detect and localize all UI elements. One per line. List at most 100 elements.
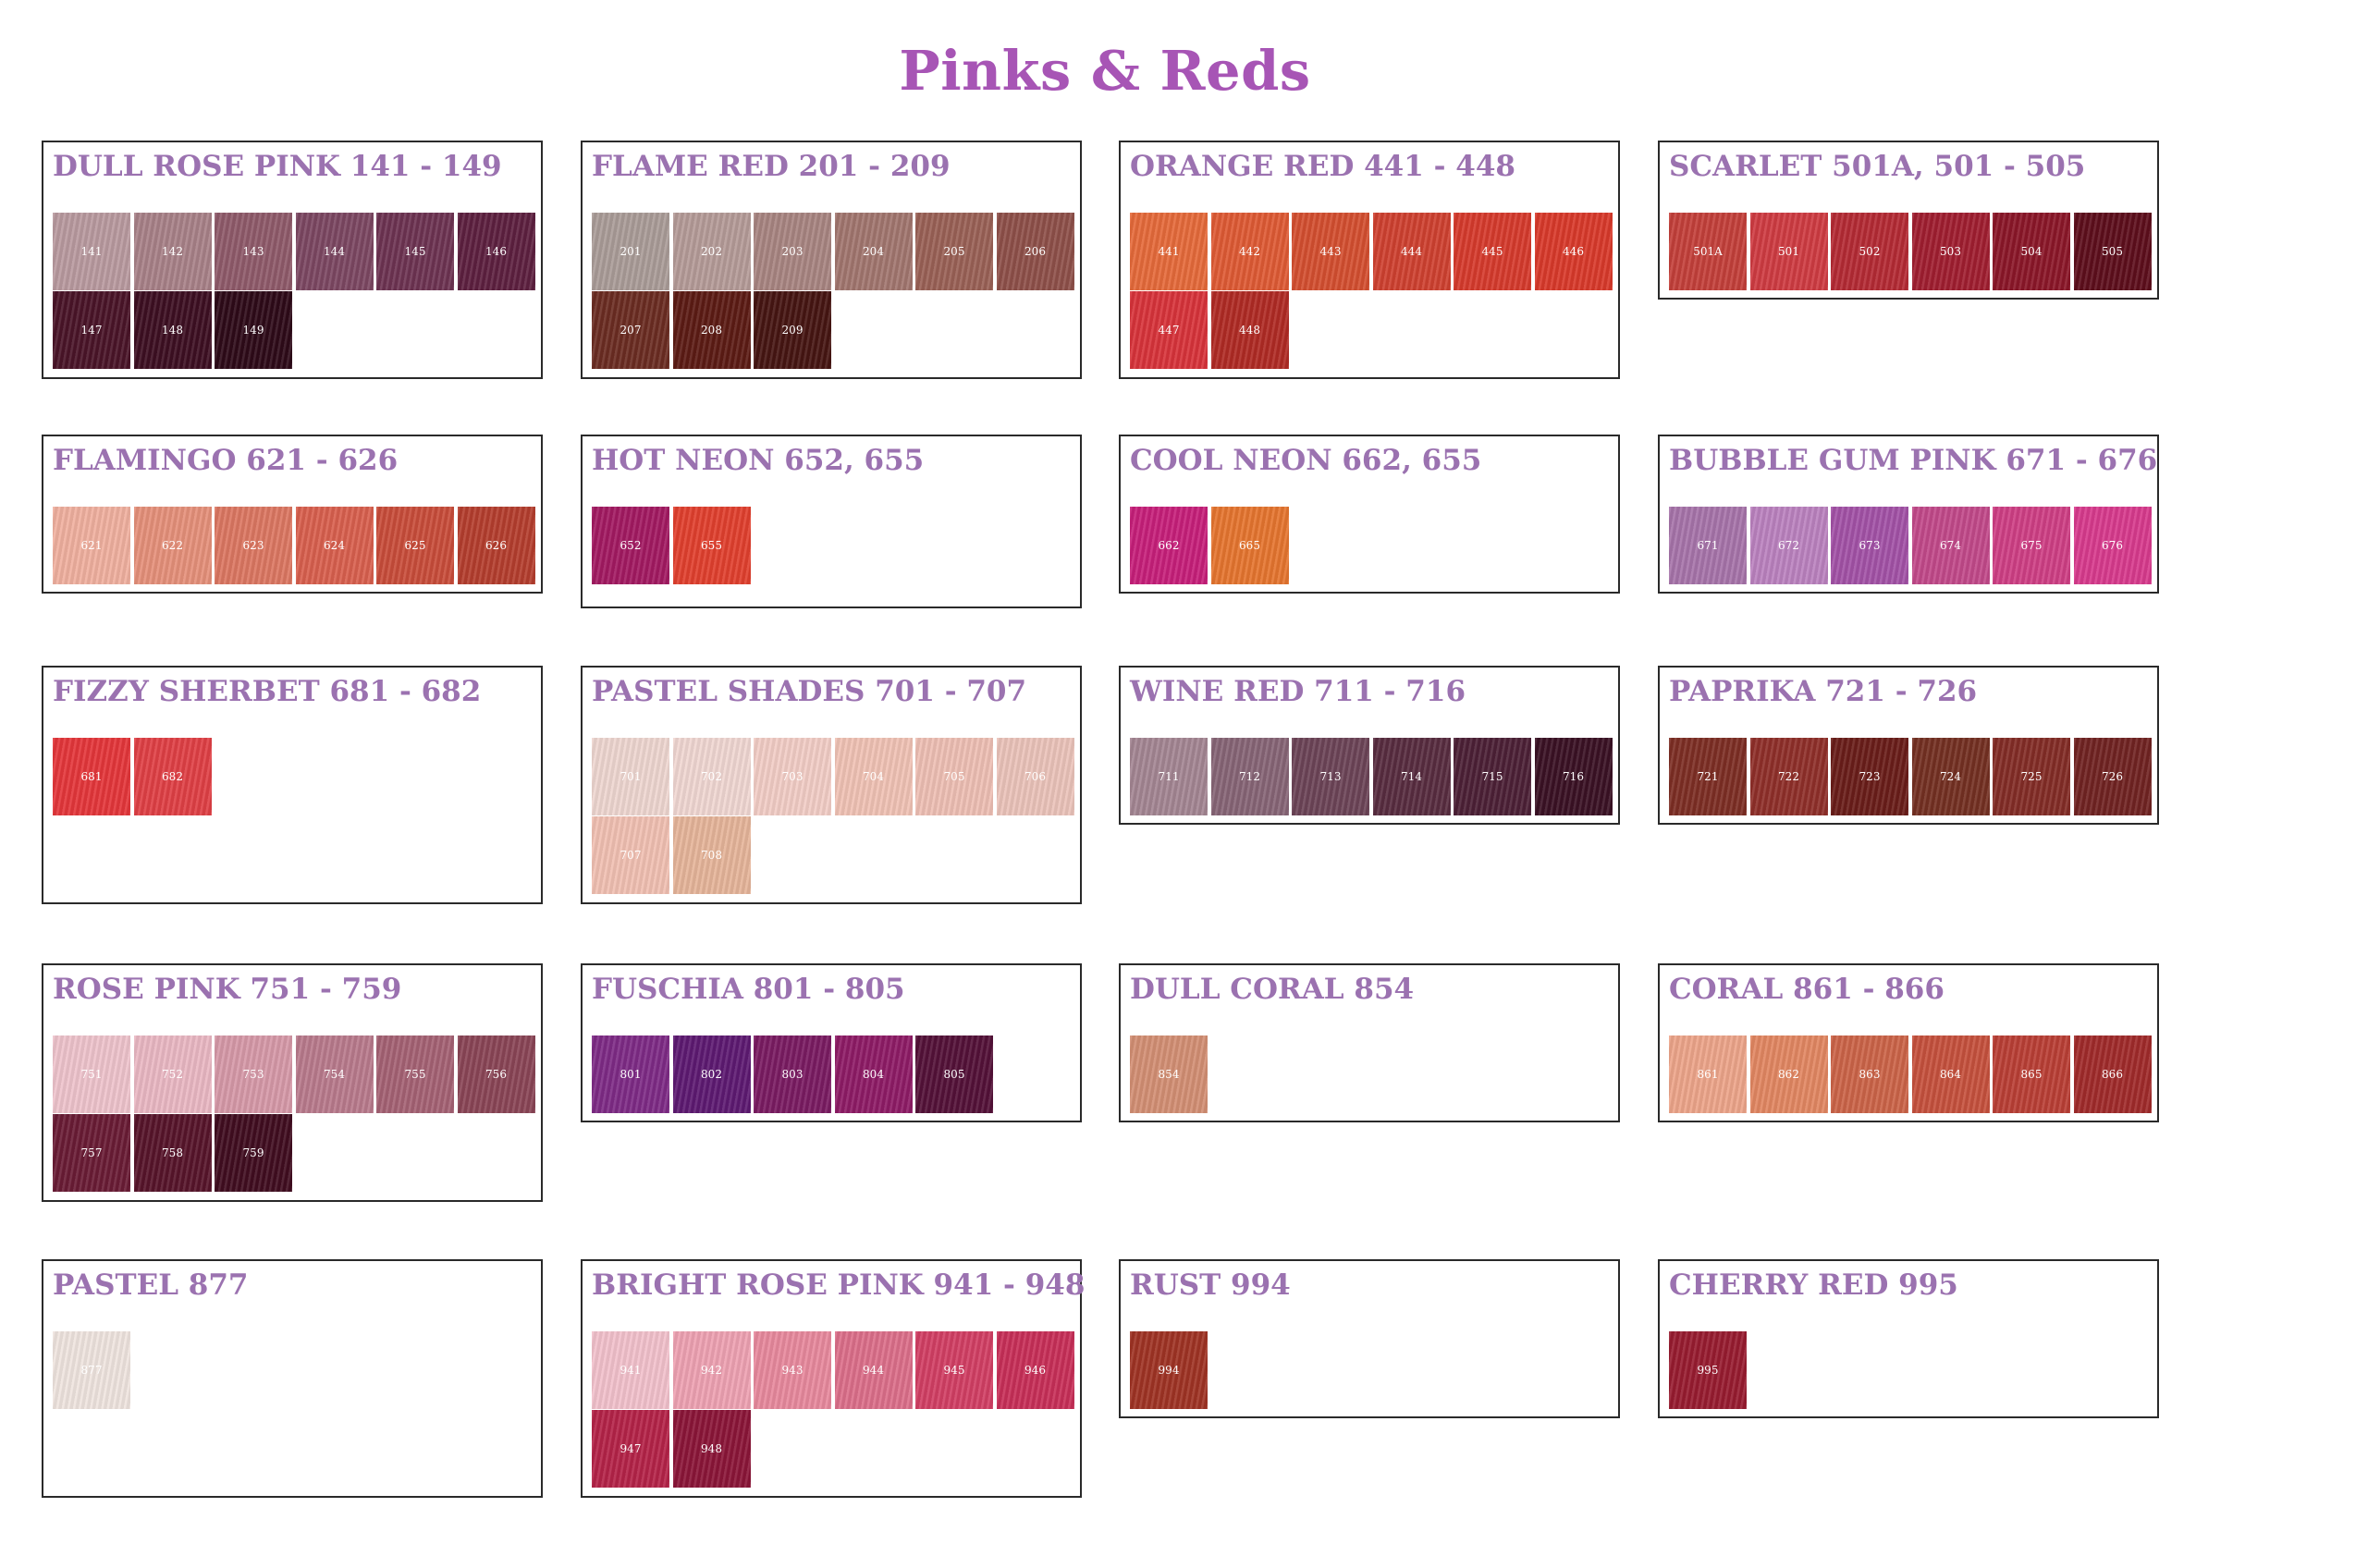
color-swatch: 944 [834, 1331, 913, 1409]
color-swatch: 146 [457, 213, 535, 290]
color-swatch: 941 [592, 1331, 669, 1409]
color-swatch: 206 [996, 213, 1074, 290]
card-title: WINE RED 711 - 716 [1130, 675, 1466, 708]
color-swatch: 209 [754, 291, 831, 369]
swatch-card: CHERRY RED 995 995 [1658, 1259, 2159, 1418]
color-swatch: 207 [592, 291, 669, 369]
color-swatch: 502 [1831, 213, 1908, 290]
swatch-card: COOL NEON 662, 655 662 665 [1119, 435, 1620, 594]
color-swatch: 721 [1669, 738, 1747, 815]
card-title: FLAME RED 201 - 209 [592, 150, 951, 183]
swatch-card: FUSCHIA 801 - 805 801 802 803 804 805 [581, 963, 1082, 1122]
color-swatch: 202 [672, 213, 751, 290]
card-title: CHERRY RED 995 [1669, 1268, 1958, 1302]
color-swatch: 621 [53, 507, 130, 584]
color-swatch: 863 [1831, 1035, 1908, 1113]
color-swatch: 724 [1911, 738, 1990, 815]
color-swatch: 626 [457, 507, 535, 584]
color-swatch: 624 [295, 507, 374, 584]
color-swatch: 142 [133, 213, 212, 290]
color-swatch: 501 [1749, 213, 1828, 290]
color-swatch: 665 [1210, 507, 1289, 584]
card-title: DULL CORAL 854 [1130, 973, 1415, 1006]
swatch-card: CORAL 861 - 866 861 862 863 864 865 866 [1658, 963, 2159, 1122]
swatch-card: BRIGHT ROSE PINK 941 - 948 941 942 943 944 94… [581, 1259, 1086, 1498]
color-swatch: 715 [1454, 738, 1531, 815]
color-swatch: 723 [1831, 738, 1908, 815]
card-title: CORAL 861 - 866 [1669, 973, 1944, 1006]
swatch-card: HOT NEON 652, 655 652 655 [581, 435, 1082, 608]
swatch-card: SCARLET 501A, 501 - 505 501A 501 502 503 504 5… [1658, 141, 2159, 300]
swatch-card: WINE RED 711 - 716 711 712 713 714 715 716 [1119, 666, 1620, 825]
color-swatch: 866 [2073, 1035, 2152, 1113]
color-swatch: 758 [133, 1114, 212, 1192]
card-title: HOT NEON 652, 655 [592, 444, 925, 477]
color-swatch: 802 [672, 1035, 751, 1113]
color-swatch: 865 [1993, 1035, 2070, 1113]
color-swatch: 995 [1669, 1331, 1747, 1409]
swatch-card: DULL CORAL 854 854 [1119, 963, 1620, 1122]
color-swatch: 714 [1372, 738, 1451, 815]
color-swatch: 208 [672, 291, 751, 369]
color-swatch: 705 [915, 738, 993, 815]
card-title: FIZZY SHERBET 681 - 682 [53, 675, 482, 708]
color-swatch: 943 [754, 1331, 831, 1409]
color-swatch: 676 [2073, 507, 2152, 584]
card-title: FLAMINGO 621 - 626 [53, 444, 399, 477]
color-swatch: 703 [754, 738, 831, 815]
color-swatch: 704 [834, 738, 913, 815]
swatch-card: RUST 994 994 [1119, 1259, 1620, 1418]
color-swatch: 652 [592, 507, 669, 584]
color-swatch: 204 [834, 213, 913, 290]
color-swatch: 716 [1534, 738, 1613, 815]
color-swatch: 754 [295, 1035, 374, 1113]
card-title: PAPRIKA 721 - 726 [1669, 675, 1978, 708]
card-title: PASTEL SHADES 701 - 707 [592, 675, 1027, 708]
color-swatch: 751 [53, 1035, 130, 1113]
color-swatch: 994 [1130, 1331, 1208, 1409]
color-swatch: 448 [1210, 291, 1289, 369]
swatch-card: PASTEL 877 877 [42, 1259, 543, 1498]
color-swatch: 144 [295, 213, 374, 290]
color-swatch: 877 [53, 1331, 130, 1409]
card-title: BUBBLE GUM PINK 671 - 676 [1669, 444, 2158, 477]
color-swatch: 701 [592, 738, 669, 815]
color-swatch: 947 [592, 1410, 669, 1488]
color-swatch: 755 [376, 1035, 454, 1113]
color-swatch: 862 [1749, 1035, 1828, 1113]
color-swatch: 662 [1130, 507, 1208, 584]
card-title: COOL NEON 662, 655 [1130, 444, 1482, 477]
color-swatch: 446 [1534, 213, 1613, 290]
color-swatch: 672 [1749, 507, 1828, 584]
color-swatch: 682 [133, 738, 212, 815]
color-swatch: 622 [133, 507, 212, 584]
card-title: DULL ROSE PINK 141 - 149 [53, 150, 502, 183]
color-swatch: 864 [1911, 1035, 1990, 1113]
color-swatch: 725 [1993, 738, 2070, 815]
color-swatch: 147 [53, 291, 130, 369]
color-swatch: 759 [215, 1114, 292, 1192]
card-title: SCARLET 501A, 501 - 505 [1669, 150, 2086, 183]
color-swatch: 801 [592, 1035, 669, 1113]
color-swatch: 442 [1210, 213, 1289, 290]
color-swatch: 673 [1831, 507, 1908, 584]
color-swatch: 861 [1669, 1035, 1747, 1113]
color-swatch: 708 [672, 816, 751, 894]
color-swatch: 444 [1372, 213, 1451, 290]
color-swatch: 681 [53, 738, 130, 815]
color-swatch: 505 [2073, 213, 2152, 290]
card-title: BRIGHT ROSE PINK 941 - 948 [592, 1268, 1086, 1302]
card-title: PASTEL 877 [53, 1268, 249, 1302]
page-title: Pinks & Reds [899, 39, 1311, 103]
swatch-card: ROSE PINK 751 - 759 751 752 753 754 755 756 757… [42, 963, 543, 1202]
color-swatch: 504 [1993, 213, 2070, 290]
color-swatch: 757 [53, 1114, 130, 1192]
color-swatch: 141 [53, 213, 130, 290]
swatch-card: ORANGE RED 441 - 448 441 442 443 444 445 446 44… [1119, 141, 1620, 379]
color-swatch: 946 [996, 1331, 1074, 1409]
color-swatch: 722 [1749, 738, 1828, 815]
color-swatch: 803 [754, 1035, 831, 1113]
color-swatch: 674 [1911, 507, 1990, 584]
color-swatch: 501A [1669, 213, 1747, 290]
swatch-card: PAPRIKA 721 - 726 721 722 723 724 725 726 [1658, 666, 2159, 825]
